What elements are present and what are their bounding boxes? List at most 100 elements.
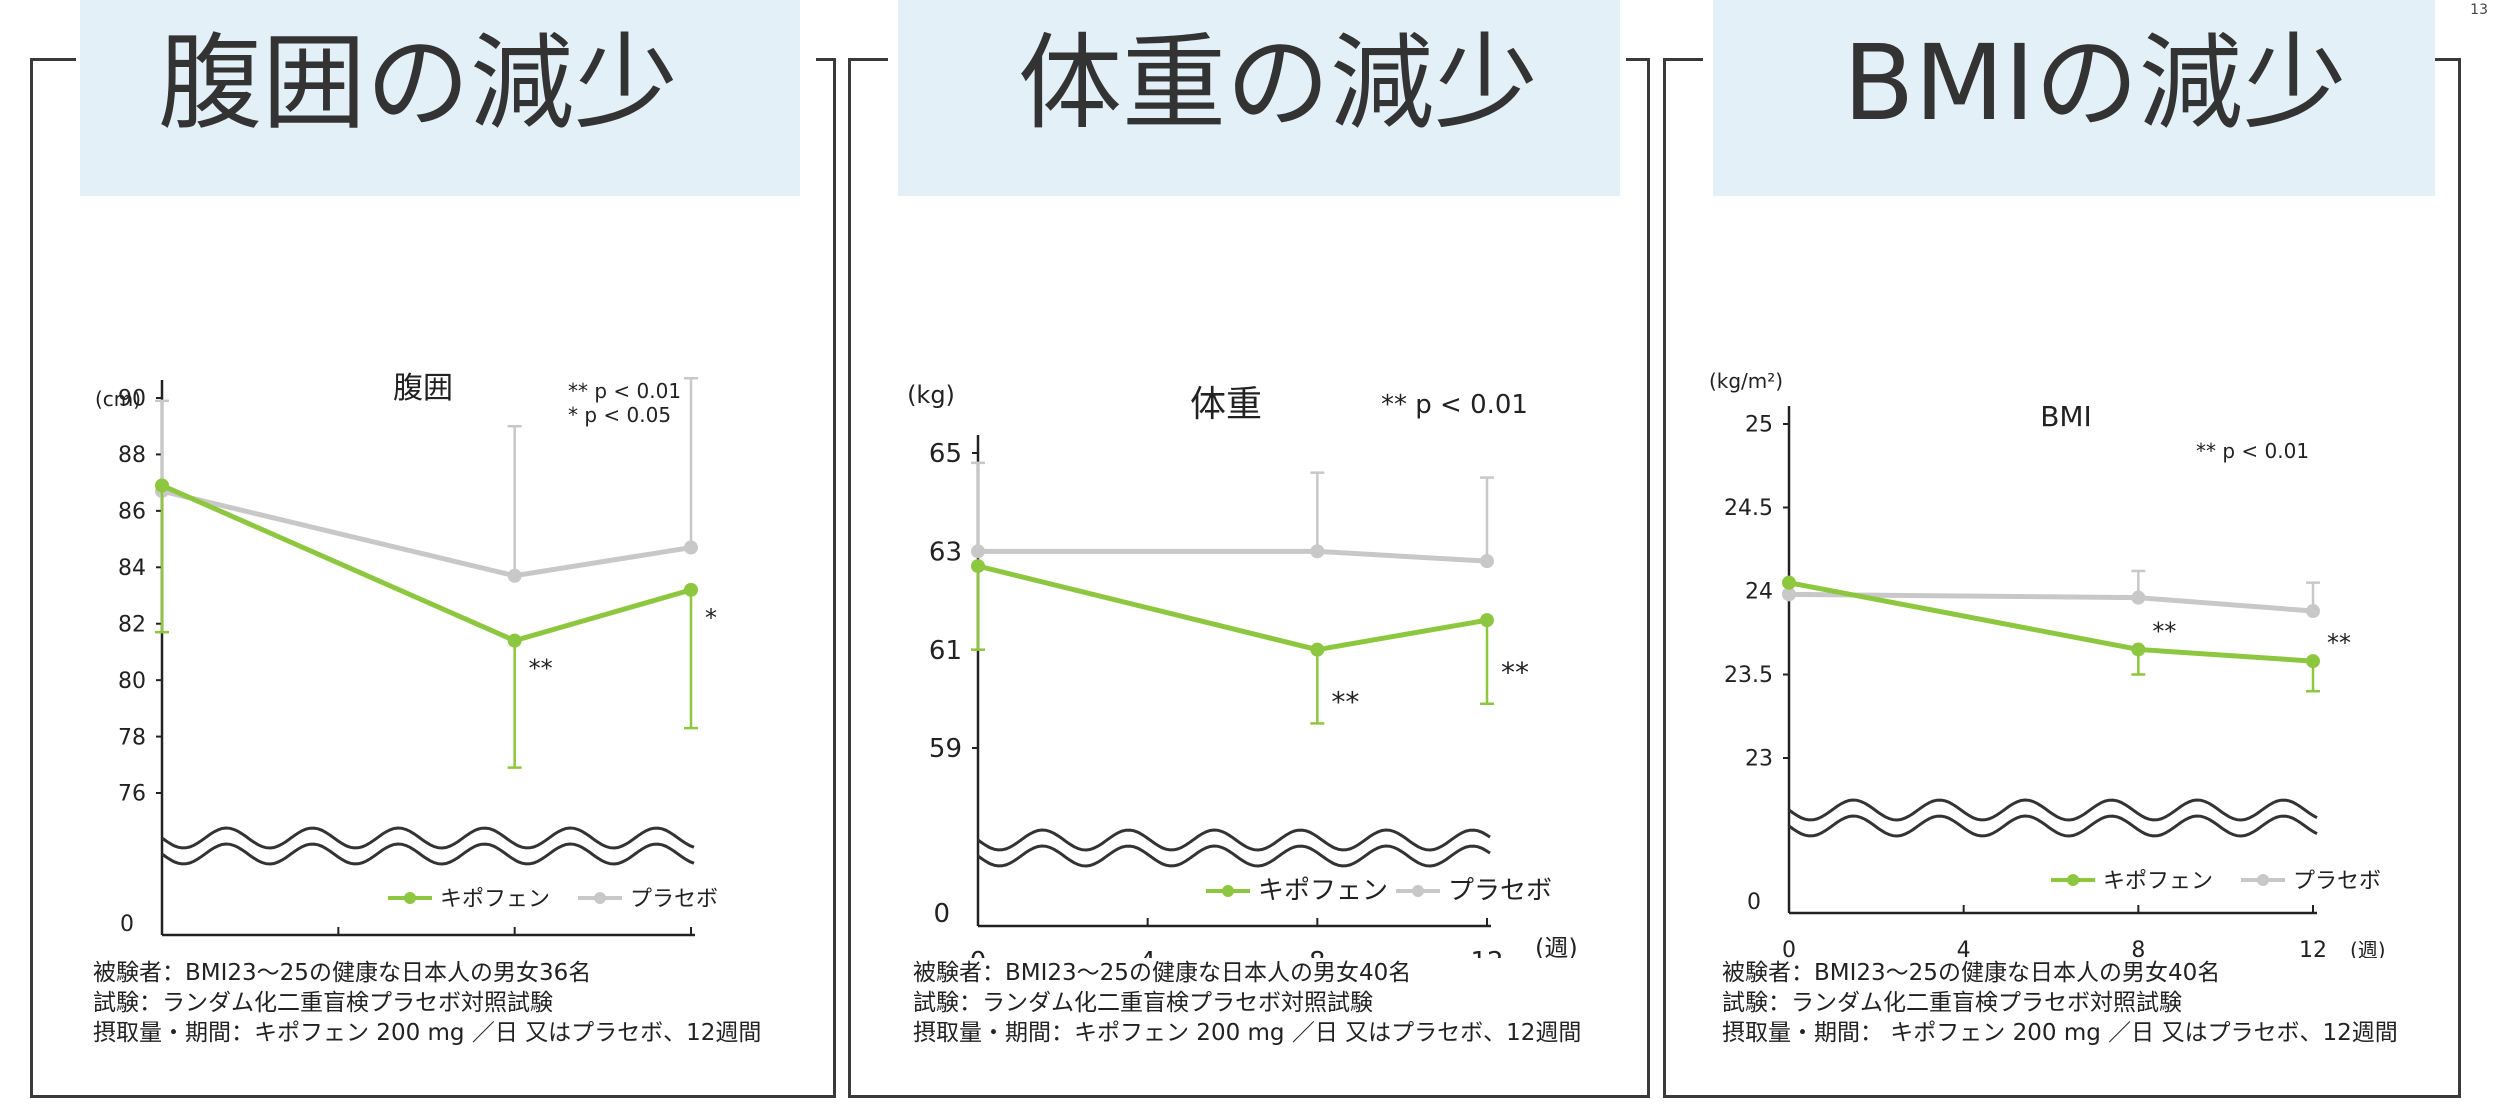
data-point — [1782, 587, 1796, 602]
axis-break-wave-upper — [161, 826, 695, 850]
bmi-chart: BMI (kg/m²) ** p < 0.01 25 24.5 24 23.5 23 0 0 4 8 1… — [1709, 369, 2386, 958]
legend-marker — [594, 892, 606, 904]
data-point — [1310, 544, 1325, 559]
waist-heading: 腹囲の減少 — [158, 22, 679, 144]
footer-line-trial: 試験：ランダム化二重盲検プラセボ対照試験 — [93, 990, 553, 1016]
legend-label: キポフェン — [440, 887, 550, 912]
legend-label: キポフェン — [2103, 869, 2213, 894]
x-tick-label: 12 — [2299, 938, 2327, 958]
chart-title: BMI — [2040, 400, 2092, 433]
data-point — [971, 544, 985, 559]
bmi-panel: BMI (kg/m²) ** p < 0.01 25 24.5 24 23.5 23 0 0 4 8 1… — [1663, 58, 2461, 1098]
legend-marker — [1412, 885, 1424, 897]
footer-line-subjects: 被験者：BMI23～25の健康な日本人の男女36名 — [93, 960, 592, 986]
data-point — [971, 559, 985, 574]
y-tick-label: 78 — [118, 725, 146, 750]
axis-break-wave-upper — [1788, 798, 2318, 822]
axis-break-wave-lower — [977, 844, 1491, 868]
bmi-footer: 被験者：BMI23～25の健康な日本人の男女40名 試験：ランダム化二重盲検プラ… — [1722, 958, 2398, 1048]
x-tick-label: 8 — [2131, 938, 2145, 958]
series-line — [161, 488, 692, 579]
y-tick-label: 59 — [929, 734, 962, 764]
footer-line-trial: 試験：ランダム化二重盲検プラセボ対照試験 — [913, 990, 1373, 1016]
legend-marker — [2257, 874, 2269, 886]
footer-line-trial: 試験：ランダム化二重盲検プラセボ対照試験 — [1722, 990, 2182, 1016]
data-point — [684, 540, 698, 555]
y-tick-label: 90 — [118, 387, 146, 412]
series-line — [978, 548, 1488, 564]
data-point — [1782, 575, 1796, 590]
legend-marker — [2067, 874, 2079, 886]
x-tick-label: 8 — [1309, 947, 1326, 958]
y-tick-label: 65 — [929, 439, 962, 469]
legend-label: キポフェン — [1258, 876, 1388, 906]
data-point — [684, 582, 698, 597]
x-tick-label: 4 — [1139, 947, 1156, 958]
legend-label: プラセボ — [630, 887, 718, 912]
axis-break-wave-lower — [1788, 814, 2318, 838]
legend-marker — [1222, 885, 1234, 897]
significance-mark: * — [705, 604, 717, 632]
significance-note: ** p < 0.01 — [2196, 439, 2309, 463]
y-tick-label: 63 — [929, 537, 962, 567]
weight-heading: 体重の減少 — [1018, 22, 1539, 144]
y-tick-label: 84 — [118, 556, 146, 581]
y-tick-label: 82 — [118, 612, 146, 637]
weight-title-band — [898, 0, 1620, 196]
bmi-heading: BMIの減少 — [1843, 22, 2347, 144]
weight-chart: 体重 (kg) ** p < 0.01 65 63 61 59 0 0 4 8 12 (週) ** ** キポ… — [907, 381, 1578, 958]
waist-chart: 腹囲 (cm) ** p < 0.01* p < 0.05 90 88 86 84 82 80 7… — [95, 371, 718, 937]
significance-mark: ** — [529, 655, 553, 683]
bmi-title-band — [1713, 0, 2435, 196]
footer-line-dosage: 摂取量・期間：キポフェン 200 mg ／日 又はプラセボ、12週間 — [93, 1020, 762, 1046]
significance-note: * p < 0.05 — [568, 403, 671, 427]
series-line — [977, 563, 1488, 653]
y-tick-label: 25 — [1745, 413, 1773, 438]
waist-title-band — [80, 0, 800, 196]
data-point — [155, 478, 169, 493]
y-tick-label: 80 — [118, 669, 146, 694]
y-tick-label: 76 — [118, 782, 146, 807]
y-tick-label: 61 — [929, 636, 962, 666]
waist-panel: 腹囲 (cm) ** p < 0.01 * p < 0.05 90 88 86 84 82 80 7… — [30, 58, 836, 1098]
significance-mark: ** — [1501, 656, 1529, 689]
x-axis-unit: (週) — [2350, 938, 2386, 958]
x-axis-unit: (週) — [1535, 934, 1578, 958]
y-tick-label: 24 — [1745, 580, 1773, 605]
x-tick-label: 12 — [1470, 947, 1503, 958]
significance-note: ** p < 0.01 — [568, 379, 681, 403]
significance-mark: ** — [1331, 686, 1359, 719]
footer-line-dosage: 摂取量・期間：キポフェン 200 mg ／日 又はプラセボ、12週間 — [913, 1020, 1582, 1046]
data-point — [2306, 604, 2320, 619]
footer-line-dosage: 摂取量・期間： キポフェン 200 mg ／日 又はプラセボ、12週間 — [1722, 1020, 2398, 1046]
y-axis-unit: (cm) — [95, 387, 141, 411]
data-point — [507, 568, 522, 583]
waist-footer: 被験者：BMI23～25の健康な日本人の男女36名 試験：ランダム化二重盲検プラ… — [93, 958, 761, 1048]
axis-break-wave-lower — [161, 842, 695, 866]
y-zero-label: 0 — [1747, 890, 1761, 915]
footer-line-subjects: 被験者：BMI23～25の健康な日本人の男女40名 — [913, 960, 1412, 986]
y-axis-unit: (kg/m²) — [1709, 369, 1783, 393]
data-point — [1310, 642, 1325, 657]
chart-title: 体重 — [1190, 384, 1262, 425]
data-point — [2131, 642, 2146, 657]
page-number: 13 — [2470, 2, 2488, 18]
significance-mark: ** — [2152, 617, 2176, 645]
chart-title: 腹囲 — [393, 371, 453, 406]
legend-label: プラセボ — [2293, 869, 2381, 894]
y-tick-label: 23.5 — [1724, 663, 1773, 688]
data-point — [507, 633, 522, 648]
y-tick-label: 24.5 — [1724, 496, 1773, 521]
y-tick-label: 86 — [118, 500, 146, 525]
weight-panel: 体重 (kg) ** p < 0.01 65 63 61 59 0 0 4 8 12 (週) ** ** キポ… — [848, 58, 1650, 1098]
data-point — [2131, 590, 2146, 605]
y-tick-label: 23 — [1745, 747, 1773, 772]
y-axis-unit: (kg) — [907, 381, 955, 409]
legend-marker — [404, 892, 416, 904]
footer-line-subjects: 被験者：BMI23～25の健康な日本人の男女40名 — [1722, 960, 2221, 986]
y-zero-label: 0 — [120, 912, 134, 937]
x-tick-label: 0 — [970, 947, 987, 958]
y-zero-label: 0 — [933, 899, 950, 929]
data-point — [1480, 613, 1494, 628]
data-point — [2306, 654, 2320, 669]
